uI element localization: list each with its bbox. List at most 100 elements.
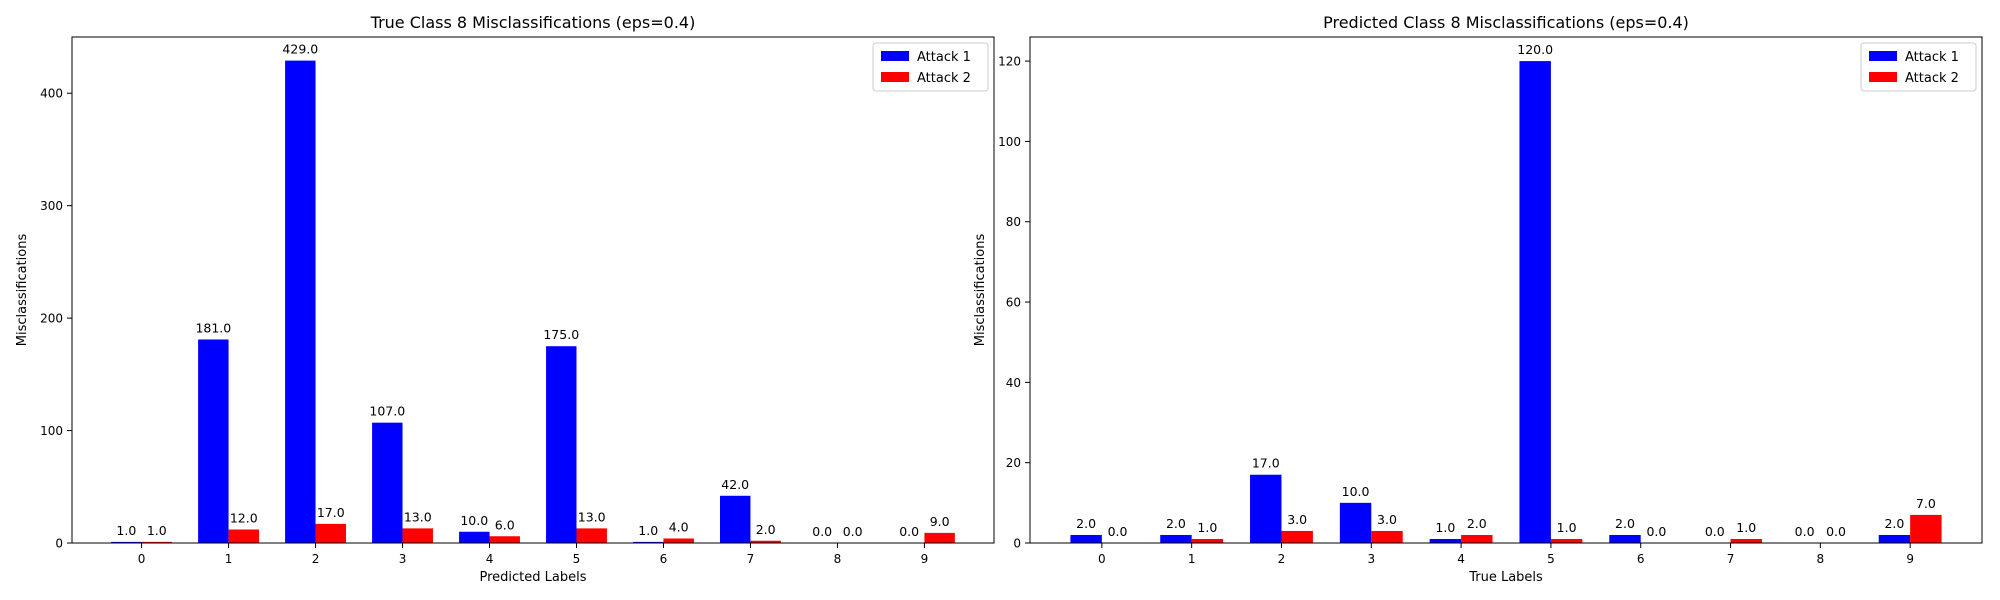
x-tick-label: 7 <box>747 552 755 566</box>
x-tick-label: 0 <box>1098 552 1106 566</box>
bar-attack-2-2 <box>315 523 346 543</box>
bar-attack-2-4 <box>1461 534 1493 543</box>
legend-label-attack-2: Attack 2 <box>917 71 971 86</box>
bar-attack-2-9 <box>1910 514 1942 543</box>
data-label: 0.0 <box>812 524 832 539</box>
y-tick-label: 20 <box>1006 456 1021 470</box>
x-tick-label: 7 <box>1727 552 1735 566</box>
data-label: 1.0 <box>1197 520 1217 535</box>
bar-attack-2-2 <box>1281 530 1313 543</box>
data-label: 0.0 <box>1108 524 1128 539</box>
bar-attack-1-6 <box>1609 534 1641 543</box>
x-tick-label: 2 <box>312 552 320 566</box>
data-label: 4.0 <box>669 520 689 535</box>
data-label: 13.0 <box>578 509 606 524</box>
data-label: 1.0 <box>1435 520 1455 535</box>
bar-attack-1-5 <box>1519 61 1551 543</box>
x-axis-label: Predicted Labels <box>479 570 586 585</box>
data-label: 10.0 <box>1342 484 1370 499</box>
series-attack-1: 1.0 181.0 429.0 107.0 10.0 175.0 1.0 42.0 0.0 0.0 <box>111 42 919 544</box>
x-tick-label: 2 <box>1278 552 1286 566</box>
x-tick-label: 1 <box>1188 552 1196 566</box>
x-tick-label: 4 <box>1457 552 1465 566</box>
y-tick-label: 200 <box>40 312 63 326</box>
y-tick-label: 60 <box>1006 296 1021 310</box>
x-tick-label: 9 <box>1906 552 1914 566</box>
data-label: 1.0 <box>1736 520 1756 535</box>
data-label: 2.0 <box>1615 516 1635 531</box>
x-axis-label: True Labels <box>1468 570 1543 585</box>
chart-title: Predicted Class 8 Misclassifications (ep… <box>1323 13 1689 32</box>
legend-swatch-attack-2 <box>881 72 909 82</box>
data-label: 1.0 <box>1557 520 1577 535</box>
bar-attack-1-7 <box>720 495 751 543</box>
data-label: 3.0 <box>1377 512 1397 527</box>
x-tick-label: 8 <box>1817 552 1825 566</box>
y-tick-label: 0 <box>1013 537 1021 551</box>
data-label: 13.0 <box>404 509 432 524</box>
y-axis-label: Misclassifications <box>15 234 30 347</box>
y-tick-label: 300 <box>40 199 63 213</box>
data-label: 120.0 <box>1517 42 1553 57</box>
x-tick-label: 5 <box>573 552 581 566</box>
bar-attack-1-2 <box>1250 474 1282 543</box>
data-label: 1.0 <box>147 523 167 538</box>
legend-swatch-attack-1 <box>1869 51 1897 61</box>
data-label: 2.0 <box>1076 516 1096 531</box>
data-label: 12.0 <box>230 511 258 526</box>
x-tick-label: 3 <box>1367 552 1375 566</box>
bar-attack-1-3 <box>372 422 403 543</box>
bar-attack-1-2 <box>285 60 316 544</box>
bar-attack-1-4 <box>1429 538 1462 543</box>
legend-swatch-attack-1 <box>881 51 909 61</box>
data-label: 0.0 <box>1646 524 1666 539</box>
data-label: 2.0 <box>1467 516 1487 531</box>
bar-attack-2-0 <box>141 541 173 543</box>
data-label: 181.0 <box>195 320 231 335</box>
bar-attack-1-1 <box>198 339 229 543</box>
data-label: 0.0 <box>1705 524 1725 539</box>
y-tick-label: 100 <box>998 135 1021 149</box>
y-tick-label: 80 <box>1006 215 1021 229</box>
data-label: 9.0 <box>930 514 950 529</box>
bar-attack-1-6 <box>633 541 664 543</box>
bar-attack-2-7 <box>1730 538 1762 543</box>
legend-label-attack-1: Attack 1 <box>1905 50 1959 65</box>
bar-attack-2-7 <box>750 540 781 543</box>
legend: Attack 1 Attack 2 <box>1860 42 1977 92</box>
series-attack-2: 0.0 1.0 3.0 3.0 2.0 1.0 0.0 1.0 0.0 7.0 <box>1108 496 1942 543</box>
bar-attack-1-0 <box>1070 534 1102 543</box>
bar-attack-1-0 <box>111 541 142 543</box>
data-label: 1.0 <box>116 523 136 538</box>
bar-attack-2-1 <box>1191 538 1224 543</box>
data-label: 429.0 <box>282 42 318 57</box>
data-label: 2.0 <box>1166 516 1186 531</box>
data-label: 10.0 <box>460 513 488 528</box>
bar-attack-2-6 <box>663 538 694 543</box>
x-tick-label: 0 <box>138 552 146 566</box>
bar-attack-1-4 <box>459 531 490 543</box>
data-label: 7.0 <box>1916 496 1936 511</box>
bar-attack-2-5 <box>576 528 607 543</box>
y-tick-label: 100 <box>40 424 63 438</box>
plot-frame <box>71 36 995 544</box>
legend-label-attack-2: Attack 2 <box>1905 71 1959 86</box>
x-tick-label: 1 <box>225 552 233 566</box>
x-tick-label: 8 <box>834 552 842 566</box>
data-label: 107.0 <box>369 404 405 419</box>
data-label: 3.0 <box>1287 512 1307 527</box>
data-label: 0.0 <box>1826 524 1846 539</box>
data-label: 175.0 <box>543 327 579 342</box>
data-label: 1.0 <box>638 523 658 538</box>
bar-attack-1-5 <box>546 346 577 543</box>
y-tick-label: 120 <box>998 55 1021 69</box>
bar-attack-2-3 <box>1371 530 1403 543</box>
series-attack-2: 1.0 12.0 17.0 13.0 6.0 13.0 4.0 2.0 0.0 9.0 <box>141 505 955 543</box>
chart-predicted-class-8: Predicted Class 8 Misclassifications (ep… <box>973 13 1983 585</box>
bar-attack-2-1 <box>228 529 260 543</box>
x-tick-label: 5 <box>1547 552 1555 566</box>
bar-attack-2-4 <box>489 536 520 543</box>
data-label: 17.0 <box>317 505 345 520</box>
data-label: 6.0 <box>495 517 515 532</box>
